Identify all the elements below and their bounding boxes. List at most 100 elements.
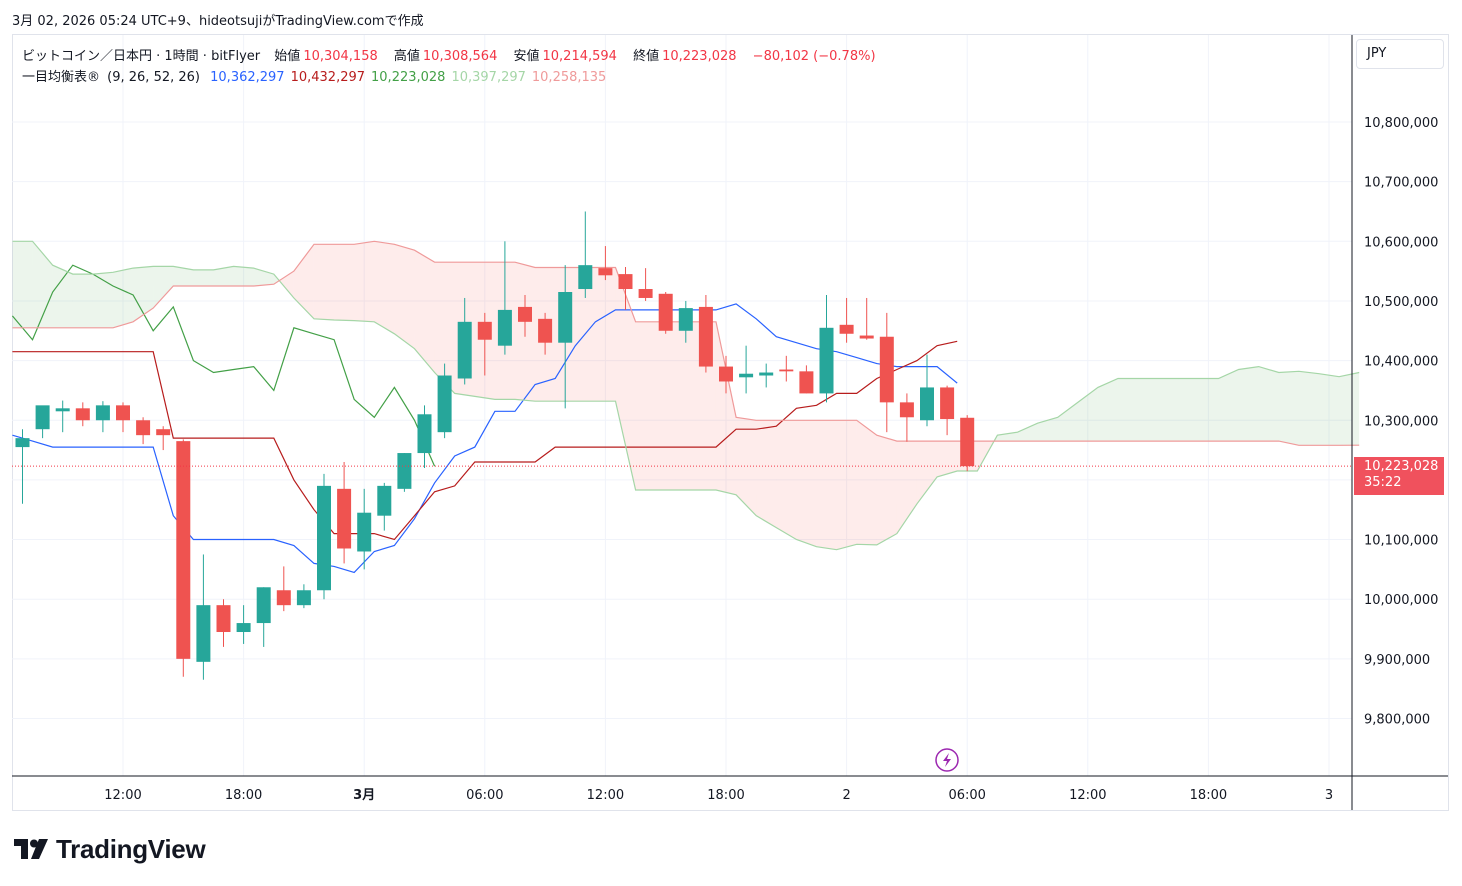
cloud-segment — [715, 321, 737, 495]
legend-open-label: 始値 — [274, 49, 301, 64]
x-tick-label: 12:00 — [104, 788, 141, 803]
cloud-segment — [1138, 378, 1159, 442]
legend-close-label: 終値 — [633, 49, 660, 64]
cloud-segment — [1158, 378, 1179, 442]
candle — [698, 294, 713, 373]
candle-body — [960, 417, 975, 467]
candle — [337, 462, 352, 564]
candle — [719, 355, 733, 394]
cloud-segment — [354, 241, 375, 322]
cloud-segment — [1097, 378, 1118, 442]
candle-body — [35, 405, 50, 430]
indicator-values: 10,362,297 10,432,297 10,223,028 10,397,297… — [210, 70, 612, 85]
candle-body — [357, 512, 372, 552]
candle — [819, 294, 834, 403]
candle-body — [337, 488, 352, 549]
cloud-segment — [213, 266, 234, 287]
cloud-segment — [434, 262, 455, 394]
candle — [457, 297, 472, 385]
legend-symbol[interactable]: ビットコイン／日本円 · 1時間 · bitFlyer — [22, 49, 261, 64]
candle-body — [136, 420, 151, 436]
candle — [417, 405, 432, 468]
y-tick-label: 10,400,000 — [1364, 355, 1438, 370]
cloud-segment — [736, 417, 757, 516]
cloud-segment — [133, 266, 154, 322]
cloud-segment — [1278, 371, 1299, 446]
candle — [558, 265, 573, 409]
legend-close-value: 10,223,028 — [662, 49, 737, 64]
candle — [196, 554, 211, 680]
cloud-segment — [756, 420, 777, 528]
cloud-segment — [52, 265, 73, 328]
legend-open-value: 10,304,158 — [303, 49, 378, 64]
candles — [15, 211, 975, 680]
candle-body — [256, 587, 271, 624]
candle-body — [196, 605, 211, 662]
candle-body — [276, 590, 291, 606]
legend-indicator-row: 一目均衡表® (9, 26, 52, 26) 10,362,297 10,432,… — [22, 66, 618, 85]
cloud-segment — [253, 268, 274, 287]
tradingview-logo[interactable]: TradingView — [14, 834, 206, 865]
cloud-segment — [816, 420, 837, 550]
cloud-segment — [655, 321, 676, 491]
candle-body — [819, 327, 834, 394]
indicator-name[interactable]: 一目均衡表® — [22, 70, 101, 85]
candle — [940, 385, 955, 436]
candle — [136, 417, 151, 445]
indicator-value-1: 10,432,297 — [290, 70, 366, 85]
candle — [296, 584, 311, 609]
cloud-segment — [615, 267, 636, 491]
candle-body — [176, 441, 191, 659]
candle-body — [95, 405, 110, 421]
x-tick-label: 3 — [1325, 788, 1333, 803]
candle — [377, 482, 392, 531]
candle — [397, 453, 412, 492]
x-tick-label: 18:00 — [1190, 788, 1227, 803]
cloud-segment — [273, 274, 280, 285]
candle — [739, 345, 754, 394]
y-tick-label: 10,800,000 — [1364, 116, 1438, 131]
kijun-line — [12, 340, 958, 541]
bar-countdown: 35:22 — [1364, 475, 1402, 490]
indicator-value-0: 10,362,297 — [210, 70, 285, 85]
candle-body — [859, 335, 874, 339]
candle-body — [899, 402, 914, 418]
candle-body — [55, 408, 70, 412]
y-tick-label: 10,100,000 — [1364, 534, 1438, 549]
candle — [759, 363, 774, 388]
currency-selector[interactable]: JPY — [1356, 39, 1444, 69]
cloud-segment — [233, 266, 254, 287]
cloud-segment — [414, 250, 435, 373]
x-tick-label: 3月 — [353, 788, 375, 803]
cloud-segment — [1057, 402, 1078, 442]
x-tick-label: 2 — [842, 788, 850, 803]
candle-body — [839, 324, 854, 334]
last-price-tag: 10,223,028 35:22 — [1354, 457, 1444, 495]
axes: 9,800,000 9,900,000 10,000,000 10,100,000 10… — [12, 35, 1448, 810]
x-tick-label: 18:00 — [225, 788, 262, 803]
cloud-segment — [313, 244, 335, 321]
indicator-value-2: 10,223,028 — [371, 70, 446, 85]
candle — [638, 268, 653, 301]
lightning-icon — [935, 748, 959, 772]
candle — [116, 402, 130, 433]
cloud-segment — [1017, 423, 1038, 442]
candle-body — [236, 623, 251, 633]
candle — [236, 605, 251, 644]
legend-high-label: 高値 — [393, 49, 420, 64]
cloud-segment — [193, 269, 214, 287]
candle-body — [638, 289, 653, 298]
span_a-line — [12, 240, 1360, 551]
candle — [256, 587, 271, 647]
indicator-value-3: 10,397,297 — [451, 70, 526, 85]
candle — [799, 365, 814, 394]
cloud-segment — [72, 274, 93, 328]
candle-body — [377, 485, 392, 516]
legend-ohlc-row: ビットコイン／日本円 · 1時間 · bitFlyer 始値 10,304,158… — [22, 45, 882, 64]
candle-body — [578, 265, 593, 290]
candle — [839, 297, 854, 343]
candle — [598, 246, 613, 281]
candle — [678, 300, 693, 343]
cloud-segment — [1117, 378, 1139, 442]
